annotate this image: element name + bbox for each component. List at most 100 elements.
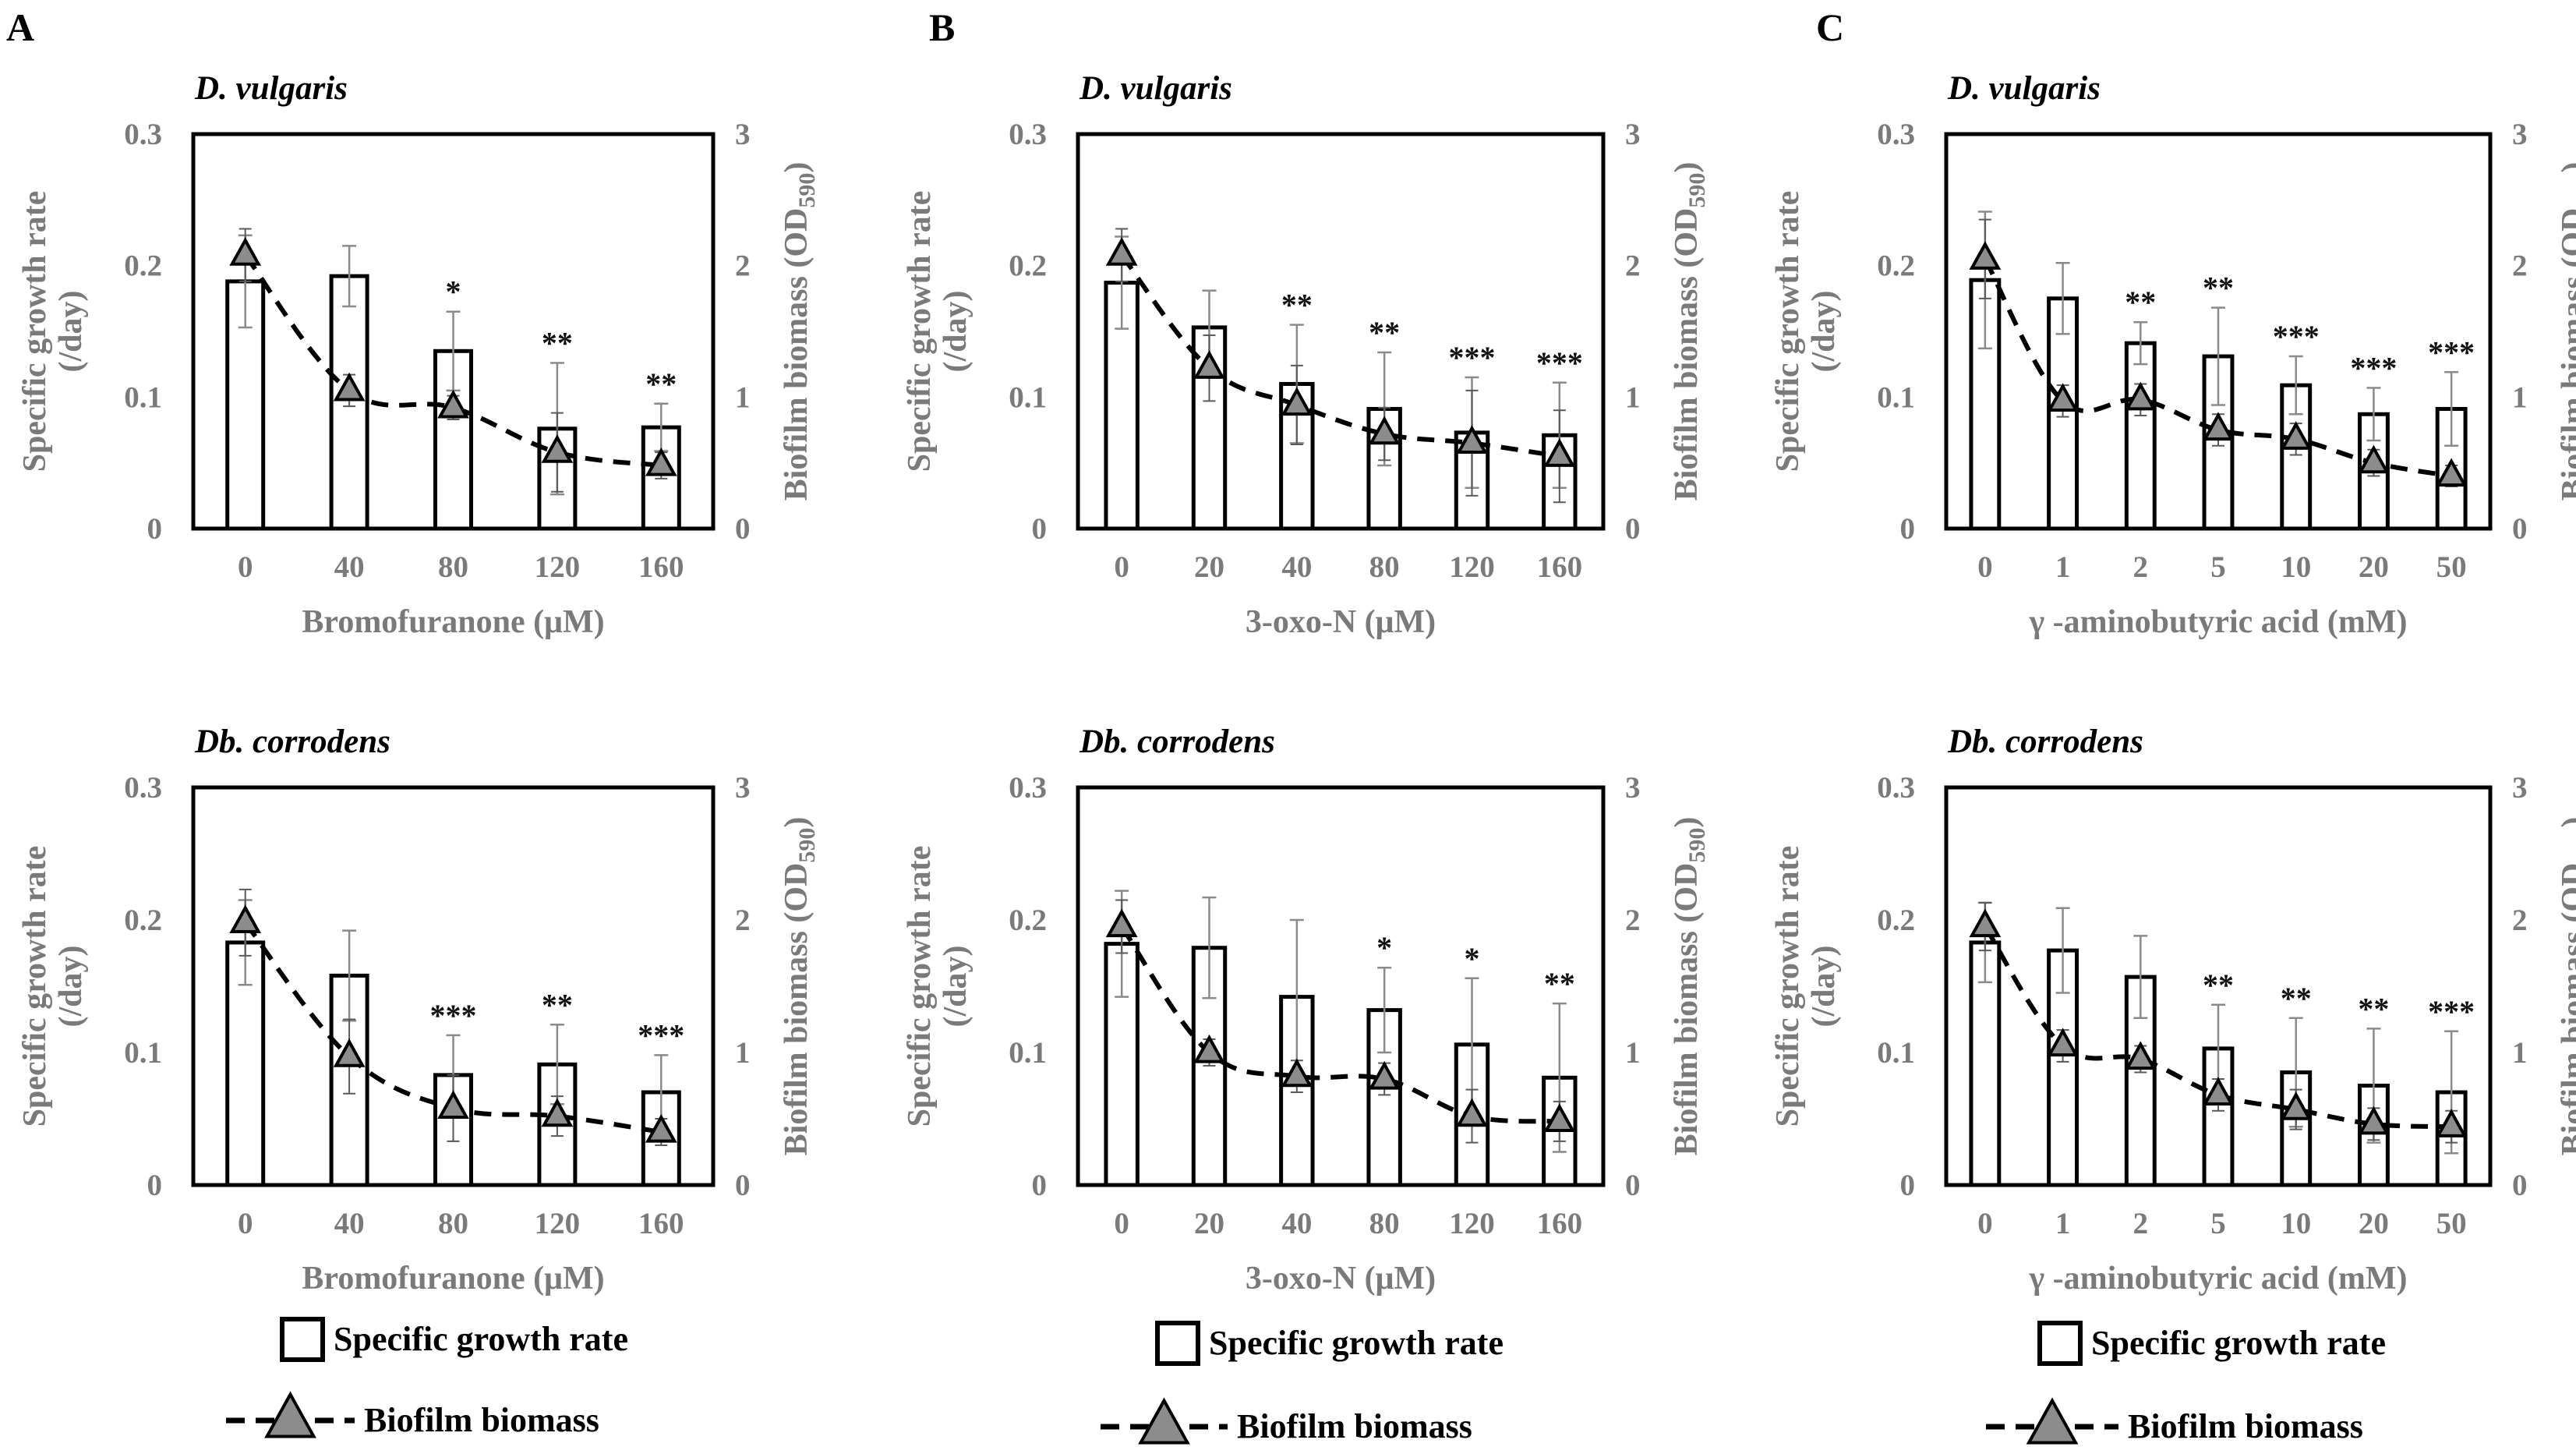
biofilm-point (333, 372, 366, 402)
x-tick-label: 120 (1449, 1207, 1495, 1240)
y-left-tick-label: 0 (147, 1169, 163, 1202)
x-tick-label: 50 (2436, 1207, 2467, 1240)
y-right-tick-label: 2 (2512, 904, 2528, 937)
significance-label: *** (1449, 340, 1496, 375)
biofilm-point (229, 237, 262, 266)
y-left-tick-label: 0.2 (124, 249, 162, 283)
y-left-tick-label: 0.1 (1009, 1036, 1047, 1070)
y-left-axis-title-line: (/day) (53, 946, 89, 1028)
biofilm-series-line (243, 921, 662, 1134)
legend-a: Specific growth rate Biofilm biomass (226, 1317, 628, 1439)
biofilm-point (2435, 458, 2468, 487)
biofilm-series-line (1119, 925, 1560, 1124)
y-left-axis-title-line: Specific growth rate (902, 846, 938, 1127)
biofilm-point (2358, 1106, 2390, 1135)
significance-label: ** (2203, 968, 2234, 1003)
y-left-axis-title-line: (/day) (53, 291, 89, 373)
significance-label: *** (430, 998, 477, 1033)
y-left-tick-label: 0.2 (1009, 904, 1047, 937)
biofilm-point (1193, 350, 1225, 379)
y-left-tick-label: 0 (1032, 1169, 1048, 1202)
legend-line-label: Biofilm biomass (364, 1401, 599, 1439)
significance-label: * (446, 274, 461, 310)
y-right-tick-label: 3 (2512, 118, 2528, 151)
x-tick-label: 10 (2281, 1207, 2311, 1240)
x-tick-label: 0 (1977, 1207, 1993, 1240)
significance-label: ** (2281, 981, 2312, 1016)
biofilm-point (2358, 444, 2390, 474)
x-tick-label: 0 (1114, 1207, 1129, 1240)
y-left-tick-label: 0.2 (124, 904, 162, 937)
y-right-axis-title-close: ) (1669, 162, 1705, 173)
y-right-tick-label: 3 (2512, 771, 2528, 805)
biofilm-point (229, 904, 262, 934)
x-tick-label: 20 (1194, 550, 1224, 584)
x-tick-label: 40 (334, 550, 365, 584)
y-left-axis-title: Specific growth rate(/day) (1770, 846, 1842, 1127)
y-right-tick-label: 2 (1625, 904, 1641, 937)
x-tick-label: 80 (1369, 550, 1400, 584)
species-title: Db. corrodens (194, 723, 390, 760)
y-left-axis-title-line: (/day) (1806, 946, 1842, 1028)
plot-frame (1076, 132, 1606, 531)
y-right-axis-title: Biofilm biomass (OD590) (1669, 162, 1710, 501)
y-right-tick-label: 0 (1625, 512, 1641, 546)
biofilm-point (541, 434, 574, 463)
y-right-axis-title-main: Biofilm biomass (OD (2556, 208, 2576, 501)
y-right-tick-label: 3 (735, 118, 751, 151)
y-right-axis-title-main: Biofilm biomass (OD (1669, 863, 1705, 1156)
y-right-axis-title-close: ) (1669, 817, 1705, 828)
x-axis-title: γ -aminobutyric acid (mM) (2028, 604, 2407, 640)
biofilm-point (1456, 1098, 1488, 1127)
biofilm-point (1543, 1103, 1576, 1133)
species-title: D. vulgaris (194, 70, 348, 107)
y-left-tick-label: 0.1 (124, 380, 162, 414)
y-right-axis-title-close: ) (2556, 162, 2576, 173)
legend-bar-swatch (280, 1317, 325, 1362)
y-right-axis-title-sub: 590 (1684, 828, 1710, 863)
y-left-axis-title-line: (/day) (938, 291, 974, 373)
x-tick-label: 80 (438, 1207, 468, 1240)
species-title: D. vulgaris (1079, 70, 1232, 107)
x-tick-label: 120 (535, 550, 581, 584)
legend-bar-label: Specific growth rate (334, 1320, 628, 1358)
y-left-tick-label: 0.1 (1877, 380, 1915, 414)
y-left-axis-title-line: (/day) (1806, 291, 1842, 373)
y-right-axis-title-sub: 590 (2571, 828, 2576, 863)
x-tick-label: 40 (334, 1207, 365, 1240)
y-right-tick-label: 1 (2512, 1036, 2528, 1070)
y-right-axis-title-close: ) (779, 162, 814, 173)
significance-label: *** (2273, 319, 2320, 354)
plot-frame (1076, 785, 1606, 1187)
y-right-axis-title-sub: 590 (794, 828, 820, 863)
x-tick-label: 80 (438, 550, 468, 584)
panel-letter-b: B (929, 5, 955, 49)
biofilm-point (2047, 1028, 2079, 1057)
y-left-tick-label: 0.1 (1877, 1036, 1915, 1070)
biofilm-point (2124, 1041, 2157, 1070)
legend-bar-swatch (2037, 1321, 2083, 1366)
biofilm-point (1281, 1058, 1313, 1088)
y-left-tick-label: 0.3 (1009, 118, 1047, 151)
legend-bar-label: Specific growth rate (1209, 1324, 1504, 1362)
x-tick-label: 80 (1369, 1207, 1400, 1240)
x-tick-label: 120 (1449, 550, 1495, 584)
y-left-tick-label: 0 (1900, 1169, 1916, 1202)
biofilm-point (1456, 425, 1488, 454)
x-tick-label: 160 (1537, 1207, 1583, 1240)
species-title: Db. corrodens (1079, 723, 1275, 760)
biofilm-point (2435, 1109, 2468, 1137)
significance-label: ** (1369, 315, 1400, 350)
significance-label: * (1376, 930, 1392, 965)
legend-line-label: Biofilm biomass (2128, 1407, 2363, 1445)
y-right-tick-label: 2 (1625, 249, 1641, 283)
x-axis-title: γ -aminobutyric acid (mM) (2028, 1261, 2407, 1297)
y-right-tick-label: 1 (735, 1036, 751, 1070)
bar (2124, 341, 2157, 531)
y-left-axis-title-line: Specific growth rate (17, 846, 53, 1127)
plot-frame (191, 132, 716, 531)
legend-c: Specific growth rate Biofilm biomass (1986, 1321, 2386, 1445)
